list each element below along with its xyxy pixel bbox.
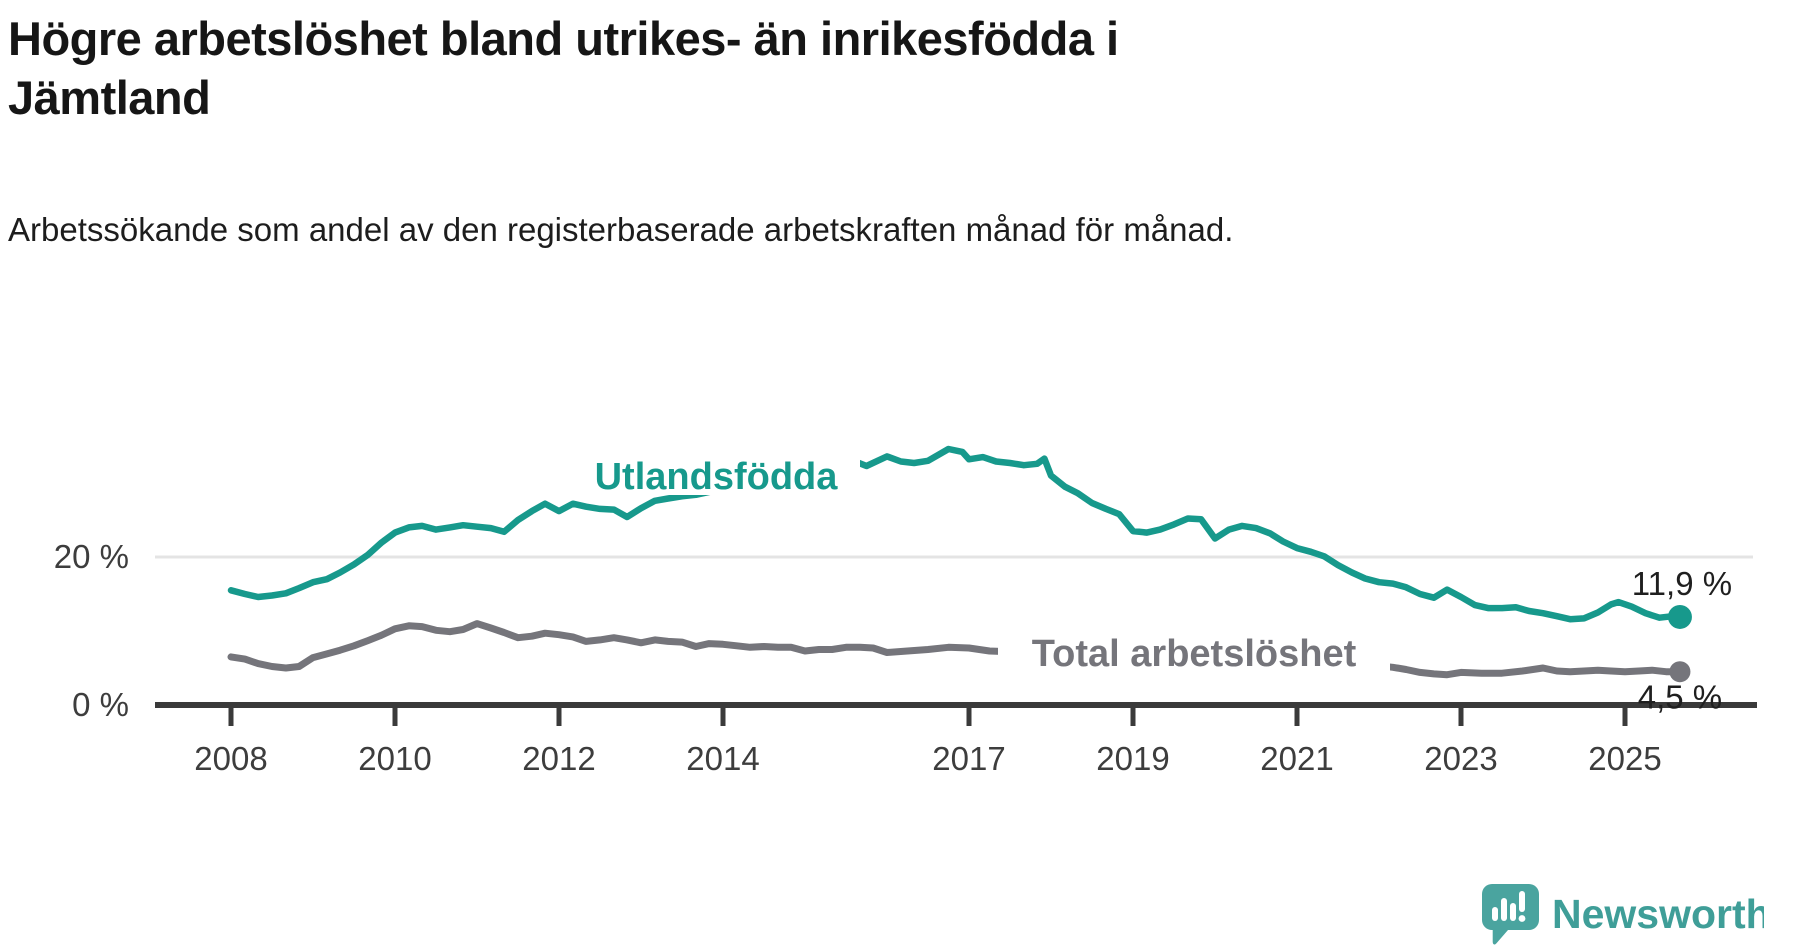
x-axis-tick-label: 2012 [522, 740, 595, 777]
series-label-utlandsfodda: Utlandsfödda [595, 456, 839, 498]
y-axis-tick-label: 20 % [54, 538, 129, 575]
bar-3 [1510, 903, 1516, 921]
bar-2 [1501, 898, 1507, 921]
x-axis-tick-label: 2008 [194, 740, 267, 777]
end-dot-utlandsfodda [1667, 604, 1692, 629]
series-line-utlandsfodda [227, 445, 1684, 623]
x-axis-tick-label: 2021 [1260, 740, 1333, 777]
series-line-total-arbetsloshet [227, 620, 1684, 679]
newsworthy-logo: Newsworthy [1482, 884, 1764, 945]
chart-title: Högre arbetslöshet bland utrikes- än inr… [8, 12, 1119, 124]
x-axis-tick-label: 2014 [686, 740, 759, 777]
x-axis-tick-label: 2010 [358, 740, 431, 777]
series-label-total-arbetsloshet: Total arbetslöshet [1032, 633, 1357, 675]
label-knockout-total [998, 631, 1390, 673]
newsworthy-wordmark: Newsworthy [1552, 891, 1764, 937]
exclamation-stem [1519, 891, 1525, 912]
end-value-label-total: 4,5 % [1638, 679, 1722, 716]
x-axis-tick-label: 2025 [1588, 740, 1661, 777]
end-dot-total-arbetsloshet [1669, 661, 1691, 683]
exclamation-dot [1518, 915, 1526, 922]
bar-1 [1492, 907, 1498, 921]
speech-bubble-bar-chart-icon [1482, 884, 1539, 945]
y-axis-tick-label: 0 % [72, 686, 129, 723]
label-knockout-utlandsfodda [572, 451, 860, 495]
x-axis-tick-label: 2023 [1424, 740, 1497, 777]
chart-subtitle: Arbetssökande som andel av den registerb… [8, 211, 1234, 248]
x-axis-tick-label: 2019 [1096, 740, 1169, 777]
end-value-label-utlandsfodda: 11,9 % [1632, 565, 1732, 602]
x-axis-tick-label: 2017 [932, 740, 1005, 777]
